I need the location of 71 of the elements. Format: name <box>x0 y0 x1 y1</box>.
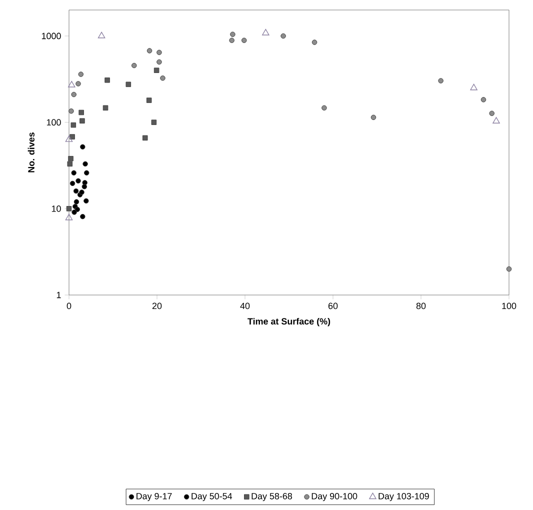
legend-label: Day 9-17 <box>136 492 172 502</box>
y-tick-label: 100 <box>46 119 61 126</box>
point <box>71 92 76 98</box>
point <box>67 161 73 167</box>
point <box>438 78 444 84</box>
point <box>492 117 500 124</box>
point <box>98 32 106 38</box>
point <box>65 214 73 220</box>
point <box>65 136 73 142</box>
point <box>68 156 74 162</box>
point <box>280 33 286 39</box>
x-axis-title: Time at Surface (%) <box>248 318 330 326</box>
legend-label: Day 103-109 <box>378 492 429 502</box>
point <box>82 161 88 167</box>
point <box>104 78 110 83</box>
point <box>151 120 157 125</box>
point <box>70 122 76 128</box>
point <box>146 98 152 103</box>
point <box>160 75 166 81</box>
point <box>82 184 88 190</box>
legend-label: Day 58-68 <box>252 492 292 502</box>
legend-label: Day 90-100 <box>312 492 358 502</box>
point <box>154 68 160 73</box>
point <box>84 198 89 204</box>
point <box>79 190 84 195</box>
point <box>312 40 318 45</box>
point <box>489 110 494 116</box>
point <box>73 188 79 194</box>
point <box>78 72 84 77</box>
point <box>230 32 236 37</box>
point <box>229 38 234 43</box>
point <box>146 48 152 54</box>
point <box>156 50 162 56</box>
point <box>370 114 376 120</box>
y-axis-title: No. dives <box>28 132 34 172</box>
point <box>78 110 84 116</box>
point <box>72 210 77 215</box>
point <box>80 144 86 150</box>
x-tick-label: 20 <box>152 302 162 310</box>
point <box>506 266 512 272</box>
legend-label: Day 50-54 <box>192 492 232 502</box>
y-tick-label: 1000 <box>42 32 61 40</box>
point <box>241 38 247 43</box>
x-tick-label: 60 <box>328 302 338 310</box>
point <box>142 135 148 141</box>
point <box>76 81 81 86</box>
point <box>76 178 81 184</box>
x-tick-label: 0 <box>66 302 72 310</box>
point <box>131 62 137 68</box>
point <box>322 105 327 111</box>
point <box>480 97 486 102</box>
x-tick-label: 40 <box>240 302 250 310</box>
point <box>126 82 132 88</box>
point <box>68 80 76 88</box>
point <box>70 134 75 140</box>
point <box>156 59 162 65</box>
y-tick-label: 1 <box>56 292 61 298</box>
point <box>84 170 90 176</box>
point <box>66 206 72 212</box>
point <box>80 214 86 220</box>
point <box>74 199 80 204</box>
y-tick-label: 10 <box>52 205 61 212</box>
x-tick-label: 100 <box>502 302 516 310</box>
point <box>68 108 74 114</box>
point <box>102 105 108 111</box>
point <box>70 180 76 186</box>
point <box>262 28 270 36</box>
point <box>470 84 478 90</box>
x-tick-label: 80 <box>416 302 426 310</box>
point <box>71 170 76 176</box>
point <box>80 118 85 124</box>
